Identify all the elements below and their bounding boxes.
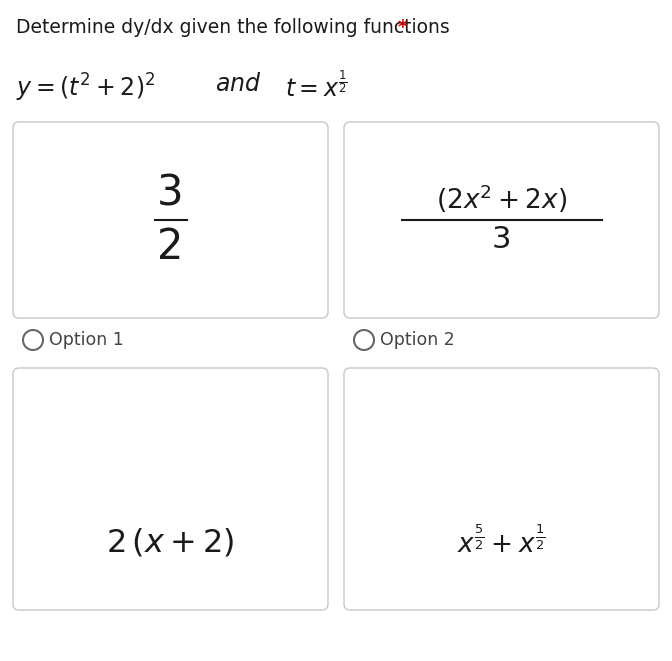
Text: $y = (t^2 + 2)^2$: $y = (t^2 + 2)^2$ — [16, 72, 155, 104]
FancyBboxPatch shape — [13, 122, 328, 318]
Text: Option 1: Option 1 — [49, 331, 124, 349]
Text: Option 2: Option 2 — [380, 331, 455, 349]
Text: 2: 2 — [157, 226, 183, 268]
FancyBboxPatch shape — [344, 122, 659, 318]
FancyBboxPatch shape — [344, 368, 659, 610]
Text: Determine dy/dx given the following functions: Determine dy/dx given the following func… — [16, 18, 456, 37]
FancyBboxPatch shape — [13, 368, 328, 610]
Text: 3: 3 — [492, 225, 511, 254]
Text: $2\,(x + 2)$: $2\,(x + 2)$ — [106, 526, 235, 559]
Text: $t = x^{\frac{1}{2}}$: $t = x^{\frac{1}{2}}$ — [285, 72, 347, 102]
Text: 3: 3 — [157, 172, 184, 214]
Text: $\left(2x^2 + 2x\right)$: $\left(2x^2 + 2x\right)$ — [436, 182, 567, 215]
Text: *: * — [398, 18, 408, 37]
Text: $x^{\frac{5}{2}} + x^{\frac{1}{2}}$: $x^{\frac{5}{2}} + x^{\frac{1}{2}}$ — [458, 526, 546, 559]
Text: $\mathit{and}$: $\mathit{and}$ — [215, 72, 261, 96]
